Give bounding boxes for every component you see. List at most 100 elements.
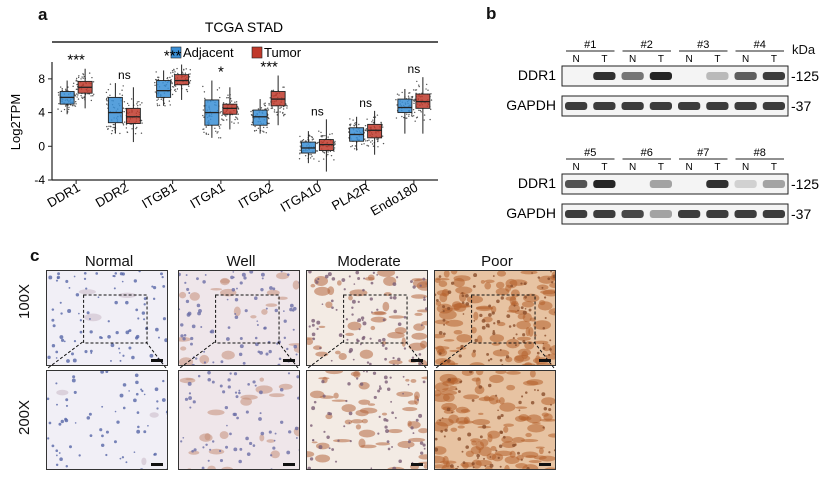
stain-blob (266, 439, 276, 443)
nucleus-dot (543, 296, 547, 299)
jitter-point (154, 84, 156, 87)
box-itga10-tumor (317, 119, 336, 172)
nucleus-dot (548, 408, 552, 412)
stain-blob (440, 390, 458, 396)
jitter-point (413, 102, 415, 105)
jitter-point (220, 124, 222, 126)
nucleus-dot (541, 392, 546, 397)
jitter-point (264, 105, 266, 107)
stain-blob (375, 442, 391, 446)
nucleus-dot (143, 297, 147, 301)
jitter-point (160, 98, 162, 100)
nucleus-dot (496, 299, 500, 304)
marker-label: -125 (791, 176, 819, 192)
stain-blob (469, 362, 485, 365)
nucleus-dot (349, 440, 352, 443)
stain-blob (219, 431, 229, 440)
nucleus-dot (387, 447, 391, 451)
blot-band (649, 102, 672, 110)
nucleus-dot (219, 458, 224, 463)
nucleus-dot (363, 371, 365, 373)
nucleus-dot (512, 337, 515, 340)
nucleus-dot (71, 378, 76, 383)
jitter-point (189, 69, 192, 71)
jitter-point (299, 135, 301, 138)
nucleus-dot (151, 285, 154, 288)
jitter-point (74, 101, 77, 103)
nucleus-dot (200, 326, 203, 328)
nucleus-dot (234, 315, 239, 320)
jitter-point (327, 153, 329, 156)
jitter-point (371, 140, 374, 142)
nucleus-dot (198, 308, 202, 313)
stain-blob (416, 309, 427, 313)
stain-blob (443, 339, 455, 342)
stain-blob (499, 402, 516, 412)
stain-blob (478, 412, 484, 415)
stain-blob (510, 289, 520, 298)
stain-blob (334, 350, 341, 355)
jitter-point (412, 89, 415, 91)
stain-blob (539, 418, 555, 422)
jitter-point (107, 128, 109, 130)
jitter-point (350, 145, 352, 148)
panel-b-blots: kDa #1 N T #2 N T #3 N T #4 N T DDR1 -125 GAPDH -37 #5 N T… (480, 0, 837, 245)
nucleus-dot (389, 376, 392, 379)
jitter-point (263, 103, 265, 105)
nucleus-dot (99, 428, 103, 432)
nucleus-dot (357, 300, 360, 304)
zoom-region-box (215, 294, 280, 344)
stain-blob (438, 280, 448, 287)
nucleus-dot (473, 319, 476, 322)
blot-band (593, 102, 616, 110)
stain-blob (337, 280, 342, 286)
nucleus-dot (143, 430, 147, 434)
y-ticks: -4 0 4 8 (34, 72, 52, 187)
nucleus-dot (283, 319, 287, 323)
nucleus-dot (483, 457, 486, 460)
ihc-tile-well-200x (178, 370, 300, 470)
stain-blob (521, 301, 535, 308)
nucleus-dot (187, 381, 192, 386)
jitter-point (262, 130, 264, 132)
nucleus-dot (418, 413, 423, 418)
stain-blob (338, 353, 347, 361)
jitter-point (282, 112, 284, 114)
jitter-point (377, 138, 379, 140)
nucleus-dot (260, 287, 264, 292)
nucleus-dot (495, 449, 498, 452)
nucleus-dot (122, 406, 126, 410)
jitter-point (311, 139, 314, 141)
nucleus-dot (296, 375, 299, 379)
nucleus-dot (543, 407, 548, 411)
jitter-point (203, 116, 205, 118)
box-ddr1-adjacent (57, 80, 77, 115)
panel-a-boxplot: TCGA STAD Adjacent Tumor Log2TPM -4 0 4 8 *… (8, 19, 438, 219)
stain-blob (475, 441, 485, 451)
nucleus-dot (147, 424, 149, 427)
nucleus-dot (245, 436, 249, 441)
jitter-point (105, 91, 108, 94)
nucleus-dot (166, 413, 167, 416)
nucleus-dot (555, 464, 556, 466)
stain-blob (416, 281, 427, 291)
box-body (174, 74, 190, 86)
stain-blob (179, 291, 187, 299)
significance-ddr1: *** (67, 52, 85, 69)
jitter-point (358, 123, 360, 126)
stain-blob (490, 305, 497, 313)
jitter-point (64, 88, 67, 90)
nucleus-dot (369, 337, 372, 340)
nucleus-dot (191, 324, 196, 329)
nucleus-dot (381, 343, 385, 347)
nucleus-dot (492, 275, 495, 277)
nucleus-dot (482, 424, 487, 429)
jitter-point (316, 142, 318, 145)
stain-blob (410, 378, 417, 383)
blot-band (706, 72, 729, 80)
jitter-point (298, 158, 301, 160)
nucleus-dot (182, 436, 185, 439)
nucleus-dot (60, 312, 63, 315)
nucleus-dot (57, 272, 60, 276)
nucleus-dot (402, 375, 405, 378)
